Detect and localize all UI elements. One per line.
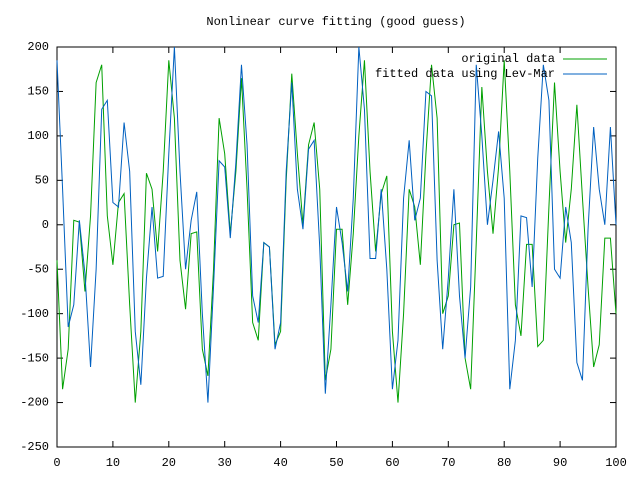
legend-label: original data [461, 52, 555, 66]
x-tick-label: 30 [217, 456, 231, 470]
x-tick-label: 70 [441, 456, 455, 470]
x-tick-label: 10 [106, 456, 120, 470]
x-tick-label: 80 [497, 456, 511, 470]
y-tick-label: -50 [27, 262, 49, 276]
y-tick-label: 0 [42, 218, 49, 232]
x-tick-label: 100 [605, 456, 627, 470]
x-tick-label: 20 [162, 456, 176, 470]
y-tick-label: 50 [35, 174, 49, 188]
chart-title: Nonlinear curve fitting (good guess) [206, 15, 465, 29]
y-tick-label: 200 [27, 40, 49, 54]
x-tick-label: 90 [553, 456, 567, 470]
x-tick-label: 0 [53, 456, 60, 470]
x-tick-label: 60 [385, 456, 399, 470]
legend-label: fitted data using Lev-Mar [375, 67, 555, 81]
y-tick-label: -100 [20, 307, 49, 321]
y-tick-label: -250 [20, 440, 49, 454]
data-line [56, 46, 617, 403]
x-tick-label: 40 [273, 456, 287, 470]
y-tick-label: 150 [27, 85, 49, 99]
y-tick-label: 100 [27, 129, 49, 143]
y-tick-label: -150 [20, 351, 49, 365]
x-tick-label: 50 [329, 456, 343, 470]
y-tick-label: -200 [20, 396, 49, 410]
data-line [56, 60, 617, 403]
